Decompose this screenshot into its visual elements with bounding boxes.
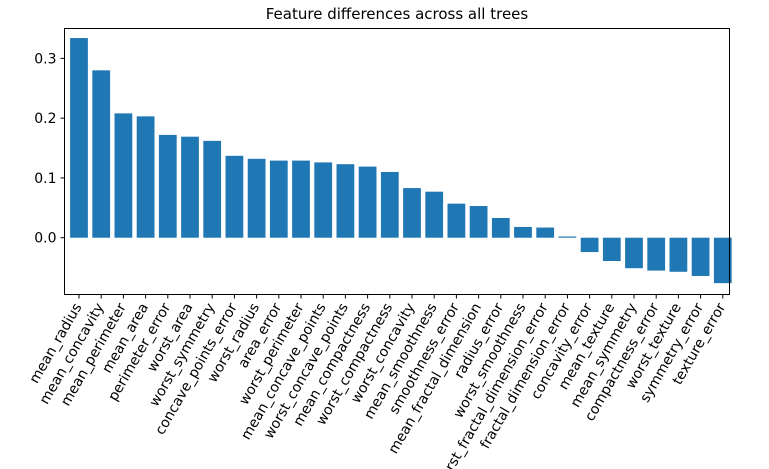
bar-mean_concavity (92, 70, 111, 238)
x-axis: mean_radiusmean_concavitymean_perimeterm… (27, 294, 729, 469)
y-axis: 0.0 0.1 0.2 0.3 (34, 51, 65, 247)
bar-mean_fractal_dimension (469, 206, 488, 238)
bar-radius_error (491, 217, 510, 238)
bar-smoothness_error (447, 203, 466, 238)
bar-worst_area (181, 136, 199, 238)
y-tick-label: 0.3 (34, 51, 56, 67)
bar-mean_area (136, 116, 155, 238)
y-tick-label: 0.2 (34, 111, 56, 127)
bar-perimeter_error (158, 134, 177, 238)
bar-worst_concave_points (336, 164, 355, 238)
bar-concave_points_error (225, 155, 244, 238)
bar-concavity_error (580, 237, 599, 253)
bar-mean_perimeter (114, 113, 133, 238)
bar-worst_symmetry (203, 140, 222, 238)
bar-worst_radius (247, 158, 266, 238)
bar-mean_radius (70, 38, 88, 238)
bar-compactness_error (647, 237, 666, 271)
bar-fractal_dimension_error (558, 236, 577, 238)
bar-worst_texture (669, 237, 688, 272)
bar-worst_compactness (380, 171, 399, 238)
bar-mean_symmetry (625, 237, 643, 269)
bar-mean_concave_points (314, 162, 333, 238)
bar-worst_fractal_dimension_error (536, 227, 555, 238)
bars (70, 38, 732, 284)
bar-mean_smoothness (425, 191, 444, 238)
chart-title: Feature differences across all trees (266, 5, 529, 23)
bar-mean_compactness (358, 166, 377, 238)
bar-worst_smoothness (514, 226, 532, 238)
bar-area_error (269, 160, 288, 238)
plot-frame (64, 28, 730, 295)
bar-symmetry_error (691, 237, 710, 276)
bar-worst_perimeter (292, 160, 310, 238)
bar-mean_texture (602, 237, 621, 262)
y-tick-label: 0.0 (34, 231, 56, 247)
y-tick-label: 0.1 (34, 171, 56, 187)
bar-worst_concavity (403, 188, 421, 238)
bar-texture_error (713, 237, 732, 284)
